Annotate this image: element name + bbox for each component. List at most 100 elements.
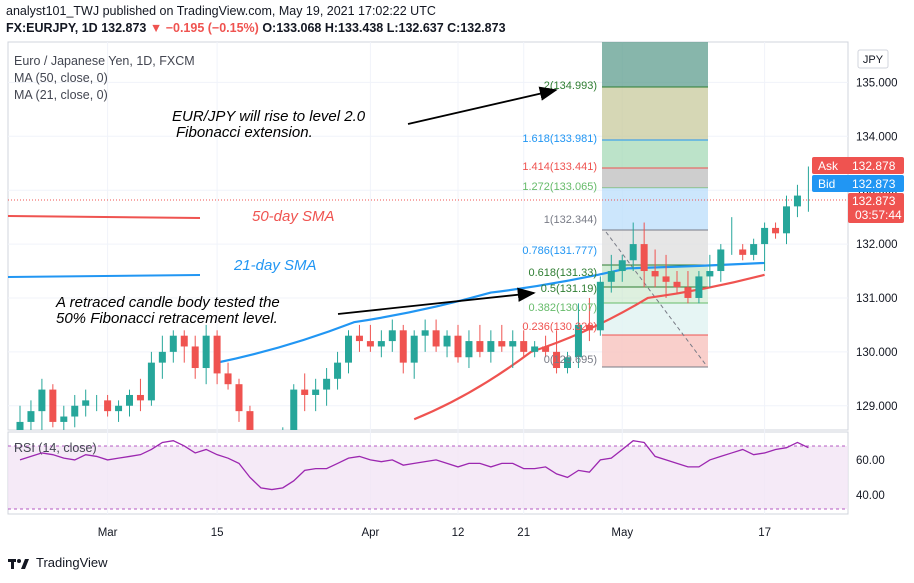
candle — [432, 319, 440, 352]
candle — [443, 330, 451, 358]
fib-labels: 2(134.993)1.618(133.981)1.414(133.441)1.… — [522, 80, 597, 366]
fib-retracement-label: 1(132.344) — [544, 214, 597, 226]
annotation-rise-line1: EUR/JPY will rise to level 2.0 — [172, 108, 366, 125]
ask-value: 132.878 — [852, 159, 896, 173]
main-pane — [7, 41, 849, 431]
candle — [290, 384, 298, 430]
candle — [213, 330, 221, 385]
legend-ma21: MA (21, close, 0) — [14, 88, 108, 102]
candle — [793, 184, 801, 218]
candle — [49, 384, 57, 428]
time-tick-label: 21 — [517, 527, 530, 539]
symbol-line: FX:EURJPY, 1D 132.873 ▼ −0.195 (−0.15%) … — [6, 21, 506, 35]
rsi-line — [19, 440, 809, 491]
candle — [334, 351, 342, 390]
candle — [410, 330, 418, 379]
currency-box[interactable] — [857, 49, 889, 69]
footer: TradingView — [8, 555, 108, 570]
candle — [71, 394, 79, 428]
candle — [421, 319, 429, 352]
legend-ma50: MA (50, close, 0) — [14, 71, 108, 85]
price-tick-label: 135.000 — [856, 77, 898, 89]
candle — [640, 222, 648, 288]
annotation-sma21: 21-day SMA — [233, 257, 317, 274]
candle — [82, 389, 90, 417]
fib-retracement-label: 0.236(130.320) — [522, 321, 597, 333]
candle — [761, 222, 769, 272]
candle — [695, 271, 703, 304]
candle — [476, 324, 484, 358]
candle — [235, 378, 243, 422]
annotation-rise-arrow — [407, 86, 558, 125]
bid-value: 132.873 — [852, 177, 896, 191]
price-tick-label: 132.000 — [856, 239, 898, 251]
candle — [454, 324, 462, 363]
candle — [191, 335, 199, 379]
ohlc-values: O:133.068 H:133.438 L:132.637 C:132.873 — [262, 21, 506, 35]
annotation-retrace-line2: 50% Fibonacci retracement level. — [56, 310, 278, 327]
ma21-legend-line — [7, 274, 201, 278]
candle — [564, 351, 571, 374]
candle — [673, 271, 681, 293]
time-tick-label: 15 — [211, 527, 224, 539]
price-tick-label: 130.000 — [856, 347, 898, 359]
rsi-tick-label: 60.00 — [856, 455, 885, 467]
candle — [104, 394, 112, 417]
fib-retracement-label: 0.618(131.33) — [529, 267, 598, 279]
candle — [16, 405, 24, 430]
candle — [531, 341, 539, 358]
last-price: 132.873 — [101, 21, 147, 35]
candle — [301, 373, 309, 412]
candle — [684, 271, 692, 304]
candle — [246, 405, 254, 430]
price-change: ▼ −0.195 (−0.15%) — [149, 21, 259, 35]
ma50-line — [413, 273, 765, 421]
annotation-retrace-line1: A retraced candle body tested the — [55, 294, 280, 311]
candle — [465, 330, 473, 369]
fib-retracement-label: 0(129.695) — [544, 354, 597, 366]
time-tick-label: Apr — [361, 527, 379, 539]
candle — [607, 254, 615, 293]
ma21-line — [216, 261, 765, 364]
candle — [651, 249, 659, 288]
candle — [706, 254, 714, 288]
fib-retracement-label: 0.382(130.07) — [529, 302, 598, 314]
candle — [345, 330, 352, 374]
fib-extension-label: 1.272(133.065) — [522, 181, 597, 193]
ma21-path — [216, 261, 765, 364]
candle — [27, 400, 35, 430]
candle — [323, 368, 331, 406]
price-axis[interactable]: 129.000130.000131.000132.000133.000134.0… — [856, 77, 898, 412]
candle — [38, 378, 46, 430]
candle — [739, 244, 747, 261]
candle — [596, 276, 604, 336]
candle — [366, 324, 374, 352]
candle — [158, 335, 166, 379]
ma50-path — [413, 273, 765, 421]
time-tick-label: 17 — [758, 527, 771, 539]
fib-extension-label: 1.618(133.981) — [522, 133, 597, 145]
legend-rsi: RSI (14, close) — [14, 441, 97, 455]
candle — [355, 324, 363, 352]
candle — [574, 303, 582, 369]
annotation-sma50: 50-day SMA — [252, 208, 335, 225]
candle — [498, 324, 506, 352]
ma50-legend-line — [7, 215, 201, 219]
candle — [772, 222, 780, 239]
time-tick-label: 12 — [452, 527, 465, 539]
ask-label: Ask — [818, 159, 839, 173]
tradingview-logo-icon — [8, 558, 29, 569]
candle — [750, 238, 758, 261]
rsi-axis: 40.00 60.00 — [856, 455, 885, 502]
candle — [312, 378, 320, 412]
publisher-line: analyst101_TWJ published on TradingView.… — [6, 4, 436, 18]
currency-label: JPY — [863, 54, 884, 66]
candle — [509, 330, 517, 369]
candle — [377, 330, 385, 358]
price-tick-label: 129.000 — [856, 401, 898, 413]
rsi-path — [19, 440, 809, 491]
time-axis[interactable]: Mar 15 Apr 12 21 May 17 — [98, 527, 771, 539]
price-tick-label: 134.000 — [856, 131, 898, 143]
candle — [202, 324, 210, 385]
